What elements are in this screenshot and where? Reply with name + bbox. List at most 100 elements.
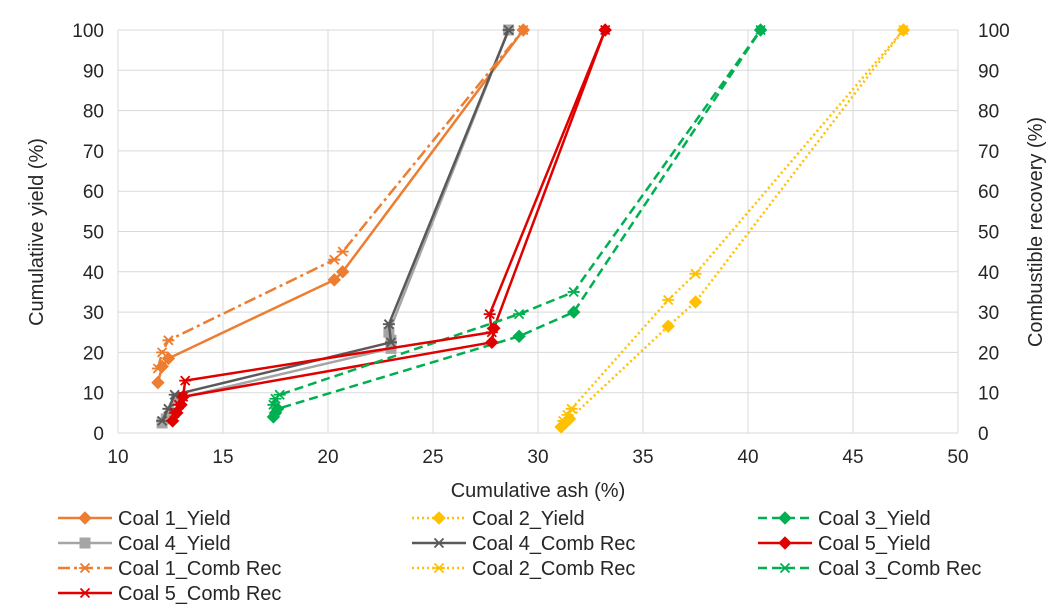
y2-tick-label: 100 (978, 21, 1010, 42)
y-tick-label: 70 (83, 142, 104, 163)
legend-label: Coal 4_Yield (118, 533, 231, 555)
data-point (502, 24, 515, 36)
data-point (162, 335, 175, 346)
data-point (567, 286, 580, 298)
data-point (160, 413, 172, 425)
y2-tick-label: 20 (978, 343, 999, 364)
data-point (267, 399, 280, 410)
data-point (382, 319, 395, 330)
data-point (485, 327, 498, 338)
y-tick-label: 80 (83, 102, 104, 123)
legend-marker (433, 537, 445, 549)
legend-item: Coal 1_Yield (58, 508, 231, 530)
series-line (171, 29, 607, 422)
legend-marker (79, 587, 91, 599)
data-point (328, 254, 341, 265)
legend-marker (433, 562, 445, 574)
x-axis-title: Cumulative ash (%) (451, 480, 626, 502)
legend-marker (778, 536, 792, 550)
series-Coal 5_Comb Rec (168, 24, 612, 418)
legend-label: Coal 3_Yield (818, 508, 931, 530)
x-tick-label: 20 (317, 447, 338, 468)
legend-item: Coal 3_Yield (758, 508, 931, 530)
y-tick-label: 90 (83, 61, 104, 82)
y-tick-label: 20 (83, 343, 104, 364)
legend-marker (78, 511, 92, 525)
legend-item: Coal 4_Comb Rec (412, 533, 635, 555)
y2-tick-label: 80 (978, 102, 999, 123)
data-point (689, 268, 702, 279)
data-point (151, 375, 165, 390)
series-line (161, 29, 510, 424)
x-tick-label: 35 (632, 447, 653, 468)
data-point (897, 24, 910, 36)
legend-marker (79, 537, 91, 549)
series-Coal 4_Yield (156, 24, 515, 429)
legend-item: Coal 2_Comb Rec (412, 558, 635, 580)
data-point (566, 305, 581, 319)
data-point (688, 295, 703, 309)
legend-label: Coal 2_Yield (472, 508, 585, 530)
series-Coal 1_Comb Rec (151, 24, 530, 374)
grid (117, 29, 959, 434)
y-tick-label: 40 (83, 263, 104, 284)
y2-tick-label: 0 (978, 424, 989, 445)
series-line (156, 29, 525, 383)
data-point (172, 399, 185, 410)
legend: Coal 1_Yield Coal 2_Yield Coal 3_Yield Coal… (58, 508, 981, 605)
series-Coal 5_Yield (165, 23, 612, 428)
y2-tick-label: 70 (978, 142, 999, 163)
y-tick-label: 10 (83, 384, 104, 405)
data-point (483, 308, 496, 320)
y-tick-label: 0 (93, 424, 104, 445)
data-point (327, 273, 342, 287)
series-line (156, 29, 525, 369)
series-Coal 3_Comb Rec (267, 24, 767, 410)
data-point (151, 363, 164, 374)
series-Coal 2_Comb Rec (557, 24, 910, 427)
data-point (754, 24, 767, 36)
x-tick-label: 30 (527, 447, 548, 468)
x-tick-labels: 10 15 20 25 30 35 40 45 50 (107, 447, 968, 468)
data-point (561, 409, 574, 421)
legend-label: Coal 3_Comb Rec (818, 558, 981, 580)
x-tick-label: 50 (947, 447, 968, 468)
data-point (177, 391, 190, 402)
legend-label: Coal 5_Comb Rec (118, 583, 281, 605)
data-point (385, 337, 397, 348)
y-tick-label: 50 (83, 223, 104, 244)
y-axis-title: Cumulatiive yield (%) (26, 138, 48, 326)
y-tick-label: 60 (83, 182, 104, 203)
y2-axis-title: Combustible recovery (%) (1025, 117, 1047, 347)
plot-series (151, 23, 911, 434)
legend-item: Coal 4_Yield (58, 533, 231, 555)
series-line (173, 29, 607, 414)
x-tick-label: 40 (737, 447, 758, 468)
legend-item: Coal 3_Comb Rec (758, 558, 981, 580)
legend-marker (432, 511, 446, 525)
data-point (168, 407, 181, 418)
y-tick-labels: 0 10 20 30 40 50 60 70 80 90 100 (72, 21, 104, 445)
data-point (179, 375, 192, 386)
y2-tick-label: 60 (978, 182, 999, 203)
x-tick-label: 45 (842, 447, 863, 468)
data-point (336, 246, 349, 257)
series-Coal 3_Yield (266, 23, 768, 424)
series-Coal 4_Comb Rec (156, 24, 515, 427)
series-line (560, 29, 905, 428)
data-point (335, 265, 350, 279)
legend-item: Coal 5_Yield (758, 533, 931, 555)
data-point (512, 329, 526, 343)
data-point (517, 24, 530, 36)
data-point (273, 389, 286, 400)
data-point (485, 335, 499, 350)
data-point (513, 308, 526, 320)
legend-label: Coal 1_Yield (118, 508, 231, 530)
data-point (156, 347, 169, 358)
y-tick-label: 100 (72, 21, 104, 42)
data-point (557, 415, 570, 427)
legend-marker (778, 511, 792, 525)
legend-label: Coal 2_Comb Rec (472, 558, 635, 580)
x-tick-label: 15 (212, 447, 233, 468)
legend-label: Coal 5_Yield (818, 533, 931, 555)
